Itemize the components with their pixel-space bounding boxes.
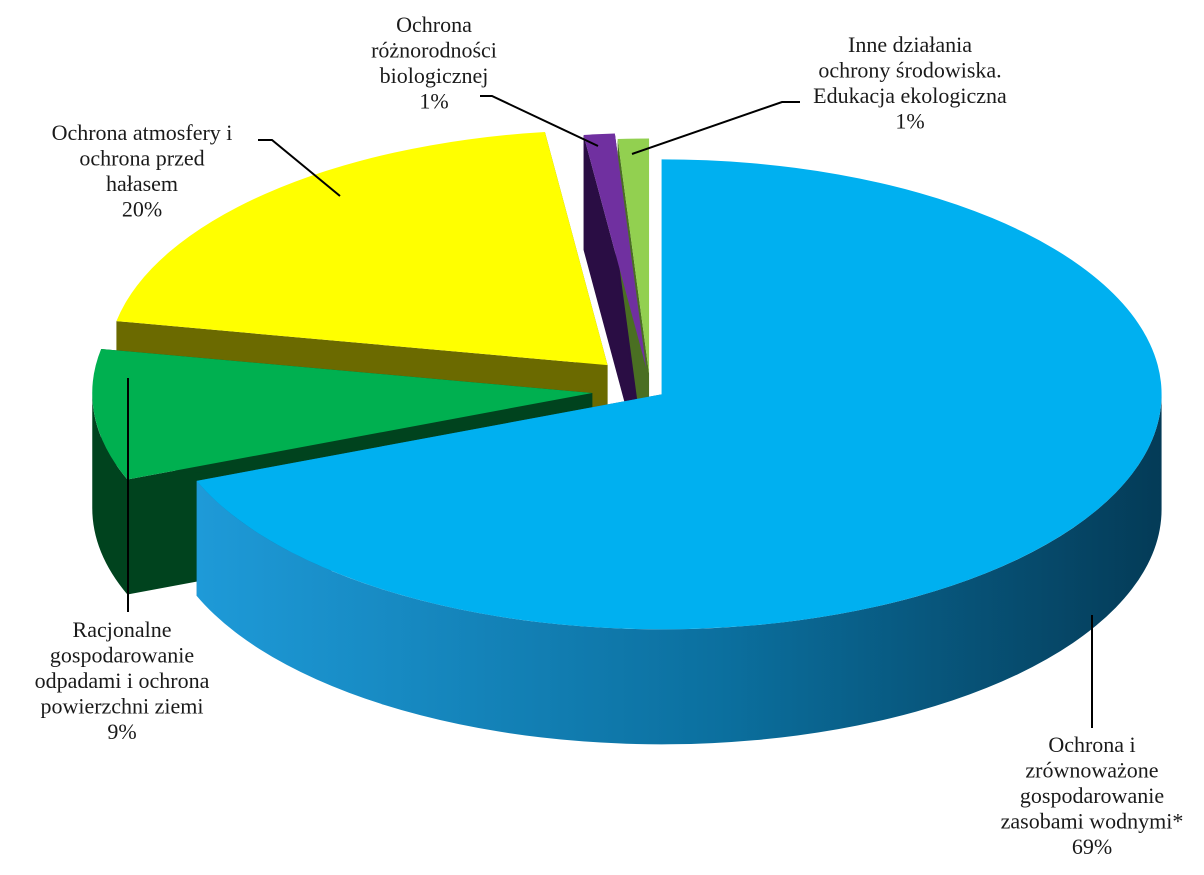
slice-value-3: 1%: [419, 89, 448, 114]
leader-line-2: [258, 139, 341, 197]
pie-slice-1: [92, 348, 593, 480]
slice-tops: [92, 131, 1162, 630]
slice-1-wall: [92, 393, 128, 595]
slice-labels: Ochrona i zrównoważone gospodarowanie zasob…: [35, 12, 1184, 859]
slice-label-line-3-0: Ochrona: [396, 12, 472, 37]
slice-label-3: Ochrona różnorodności biologicznej 1%: [371, 12, 497, 114]
slice-label-line-1-3: powierzchni ziemi: [40, 694, 203, 719]
slice-value-2: 20%: [122, 197, 162, 222]
slice-label-line-2-2: hałasem: [106, 171, 178, 196]
leader-lines: [127, 95, 1093, 728]
slice-label-line-4-0: Inne działania: [848, 32, 972, 57]
leader-line-4: [631, 101, 800, 155]
slice-label-line-0-0: Ochrona i: [1048, 732, 1135, 757]
slice-value-4: 1%: [895, 109, 924, 134]
slice-label-4: Inne działania ochrony środowiska. Edukacj…: [813, 32, 1007, 134]
slice-0-wall: [196, 394, 1162, 745]
slice-3-edge-0: [583, 134, 647, 484]
slice-value-0: 69%: [1072, 834, 1112, 859]
slice-label-line-1-1: gospodarowanie: [50, 643, 194, 668]
slice-label-1: Racjonalne gospodarowanie odpadami i ochro…: [35, 617, 210, 744]
slice-label-line-0-2: gospodarowanie: [1020, 783, 1164, 808]
pie-slice-3: [583, 133, 647, 369]
slice-label-line-2-1: ochrona przed: [79, 146, 204, 171]
slice-label-line-0-1: zrównoważone: [1025, 758, 1158, 783]
leader-line-3: [480, 95, 599, 147]
slice-label-line-4-2: Edukacja ekologiczna: [813, 83, 1007, 108]
slice-label-line-4-1: ochrony środowiska.: [818, 58, 1001, 83]
pie-slice-0: [196, 159, 1162, 630]
slice-label-line-3-1: różnorodności: [371, 38, 497, 63]
pie-slice-2: [116, 131, 608, 366]
slice-label-0: Ochrona i zrównoważone gospodarowanie zasob…: [1001, 732, 1184, 859]
slice-value-1: 9%: [107, 719, 136, 744]
pie-slice-4: [617, 138, 650, 374]
slice-label-line-2-0: Ochrona atmosfery i: [52, 120, 233, 145]
slice-label-line-0-3: zasobami wodnymi*: [1001, 809, 1184, 834]
slice-label-2: Ochrona atmosfery i ochrona przed hałasem 2…: [52, 120, 233, 222]
slice-label-line-3-2: biologicznej: [380, 63, 489, 88]
slice-label-line-1-2: odpadami i ochrona: [35, 668, 210, 693]
slice-label-line-1-0: Racjonalne: [73, 617, 172, 642]
